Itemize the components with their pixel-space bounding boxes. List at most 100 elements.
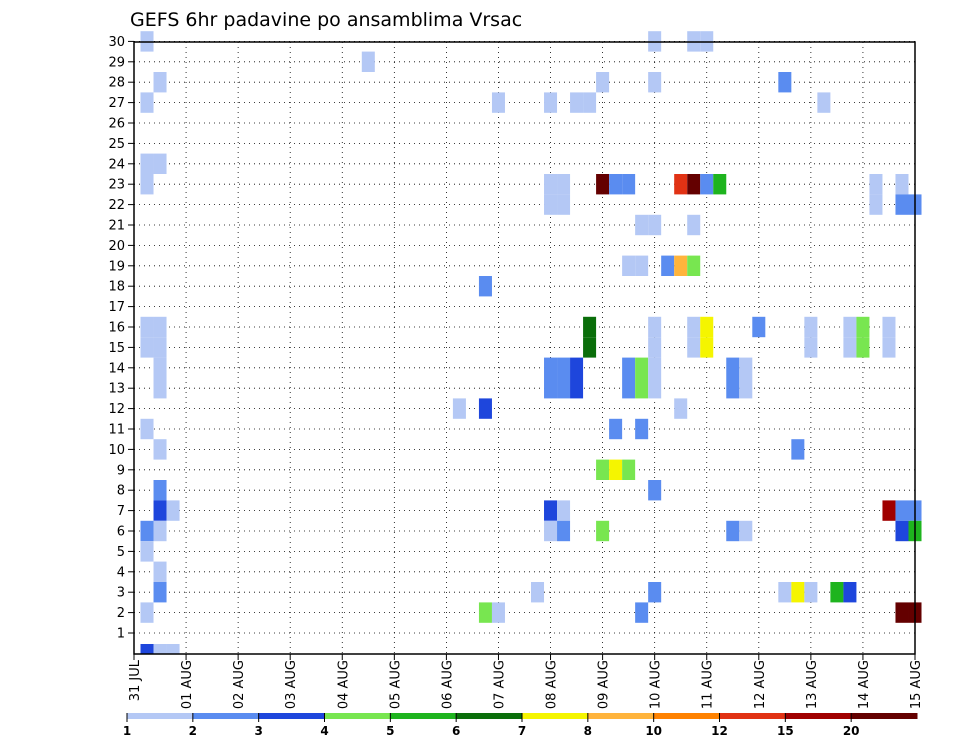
precip-cell	[570, 92, 584, 113]
precip-cell	[544, 174, 558, 195]
colorbar-swatch	[587, 713, 655, 719]
colorbar-swatch	[785, 713, 852, 719]
y-tick-label: 28	[108, 76, 125, 91]
x-tick-label: 02 AUG	[232, 660, 247, 709]
precip-cell	[830, 582, 844, 603]
precip-cell	[361, 51, 375, 72]
precip-cell	[869, 194, 883, 215]
precip-cell	[544, 500, 558, 521]
precip-cell	[804, 316, 818, 338]
x-tick-label: 08 AUG	[545, 660, 560, 709]
precip-cell	[153, 378, 167, 399]
x-tick-label: 07 AUG	[492, 660, 507, 709]
precip-cell	[778, 72, 792, 93]
x-tick-label: 03 AUG	[284, 660, 299, 709]
precip-cell	[153, 72, 167, 93]
precip-cell	[140, 337, 154, 358]
y-tick-label: 19	[108, 259, 125, 274]
precip-cell	[895, 174, 909, 195]
precip-cell	[622, 357, 636, 378]
precip-cell	[648, 337, 662, 358]
precip-cell	[140, 174, 154, 195]
x-tick-label: 09 AUG	[597, 660, 612, 709]
precip-cell	[609, 418, 623, 440]
colorbar-label: 10	[645, 724, 662, 738]
precip-cell	[752, 316, 766, 338]
y-tick-label: 7	[117, 504, 125, 519]
colorbar-swatch	[390, 713, 457, 719]
precip-cell	[596, 520, 610, 542]
precip-cell	[700, 174, 714, 195]
x-tick-label: 15 AUG	[909, 660, 924, 709]
y-tick-label: 2	[117, 606, 125, 621]
colorbar-label: 3	[254, 724, 262, 738]
precip-cell	[596, 72, 610, 93]
plot-frame	[133, 41, 916, 655]
precip-cell	[153, 337, 167, 358]
y-tick-label: 26	[108, 117, 125, 132]
precip-cell	[544, 357, 558, 378]
colorbar-swatch	[719, 713, 786, 719]
precip-cell	[140, 153, 154, 174]
y-tick-label: 8	[117, 484, 125, 499]
colorbar-label: 6	[452, 724, 460, 738]
precip-cell	[583, 337, 597, 358]
chart-title: GEFS 6hr padavine po ansamblima Vrsac	[130, 9, 522, 31]
precip-cell	[648, 480, 662, 501]
precip-cell	[700, 316, 714, 338]
grid-lines	[134, 41, 915, 654]
x-tick-label: 04 AUG	[336, 660, 351, 709]
colorbar-label: 7	[518, 724, 526, 738]
y-tick-label: 9	[117, 463, 125, 478]
x-axis: 31 JUL 01 AUG 02 AUG 03 AUG 04 AUG 05 AUG 06 A…	[128, 654, 924, 709]
precip-cell	[895, 520, 909, 542]
precip-cell	[478, 276, 492, 297]
precip-cell	[739, 520, 753, 542]
precip-cell	[726, 378, 740, 399]
precip-cell	[635, 214, 649, 236]
precip-cell	[544, 194, 558, 215]
precipitation-cells	[140, 31, 922, 654]
y-tick-label: 3	[117, 586, 125, 601]
precip-cell	[726, 520, 740, 542]
x-tick-label: 11 AUG	[701, 660, 716, 709]
precip-cell	[452, 398, 466, 419]
precip-cell	[544, 92, 558, 113]
y-tick-label: 25	[108, 137, 125, 152]
precip-cell	[596, 459, 610, 480]
y-tick-label: 27	[108, 96, 125, 111]
precip-cell	[648, 378, 662, 399]
precip-cell	[843, 337, 857, 358]
colorbar-swatch	[456, 713, 523, 719]
y-tick-label: 18	[108, 280, 125, 295]
x-tick-label: 14 AUG	[857, 660, 872, 709]
colorbar-label: 8	[584, 724, 592, 738]
y-tick-label: 6	[117, 525, 125, 540]
y-tick-label: 24	[108, 157, 125, 172]
precip-cell	[153, 480, 167, 501]
precip-cell	[635, 418, 649, 440]
precip-cell	[153, 153, 167, 174]
precip-cell	[557, 378, 571, 399]
y-tick-label: 21	[108, 219, 125, 234]
precip-cell	[882, 337, 896, 358]
precip-cell	[739, 378, 753, 399]
x-tick-label: 05 AUG	[388, 660, 403, 709]
precip-cell	[648, 214, 662, 236]
precip-cell	[674, 174, 688, 195]
precip-cell	[804, 337, 818, 358]
precip-cell	[635, 357, 649, 378]
precip-cell	[687, 337, 701, 358]
precip-cell	[648, 582, 662, 603]
precip-cell	[622, 378, 636, 399]
precip-cell	[153, 500, 167, 521]
precip-cell	[622, 255, 636, 276]
precip-cell	[882, 316, 896, 338]
precip-cell	[166, 644, 180, 654]
precip-cell	[778, 582, 792, 603]
precip-cell	[557, 194, 571, 215]
precip-cell	[635, 602, 649, 623]
colorbar-label: 1	[123, 724, 131, 738]
precip-cell	[140, 92, 154, 113]
precip-cell	[895, 500, 909, 521]
